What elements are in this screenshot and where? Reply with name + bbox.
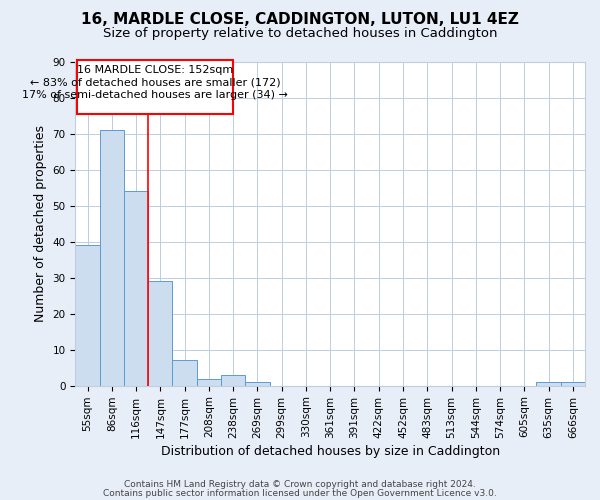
FancyBboxPatch shape [77, 60, 233, 114]
X-axis label: Distribution of detached houses by size in Caddington: Distribution of detached houses by size … [161, 444, 500, 458]
Text: 16, MARDLE CLOSE, CADDINGTON, LUTON, LU1 4EZ: 16, MARDLE CLOSE, CADDINGTON, LUTON, LU1… [81, 12, 519, 28]
Bar [172, 360, 197, 386]
Text: 17% of semi-detached houses are larger (34) →: 17% of semi-detached houses are larger (… [22, 90, 288, 101]
Text: ← 83% of detached houses are smaller (172): ← 83% of detached houses are smaller (17… [29, 78, 280, 88]
Y-axis label: Number of detached properties: Number of detached properties [34, 125, 47, 322]
Text: Contains HM Land Registry data © Crown copyright and database right 2024.: Contains HM Land Registry data © Crown c… [124, 480, 476, 489]
Bar [124, 191, 148, 386]
Bar [148, 281, 172, 386]
Bar [100, 130, 124, 386]
Bar [536, 382, 561, 386]
Text: 16 MARDLE CLOSE: 152sqm: 16 MARDLE CLOSE: 152sqm [77, 65, 233, 75]
Text: Size of property relative to detached houses in Caddington: Size of property relative to detached ho… [103, 28, 497, 40]
Bar [221, 375, 245, 386]
Bar [245, 382, 269, 386]
Bar [561, 382, 585, 386]
Bar [197, 378, 221, 386]
Text: Contains public sector information licensed under the Open Government Licence v3: Contains public sector information licen… [103, 489, 497, 498]
Bar [76, 245, 100, 386]
